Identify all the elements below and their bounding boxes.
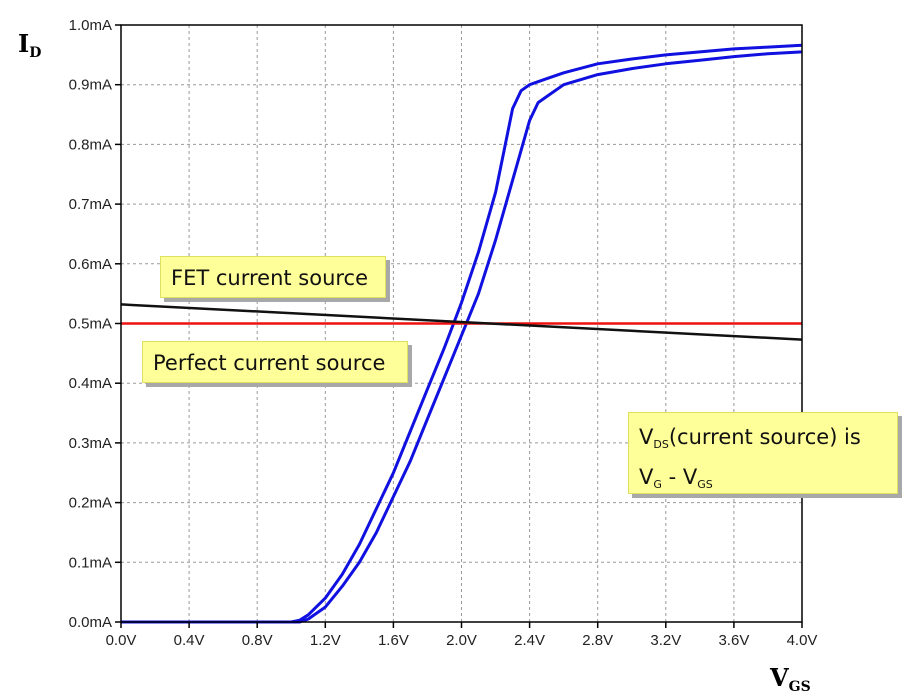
y-tick-label: 0.1mA: [69, 554, 112, 571]
vds-annotation-line-1: VDS(current source) is: [639, 425, 861, 451]
vds-annotation-line-2: VG - VGS: [639, 465, 713, 491]
y-tick-label: 0.9mA: [69, 77, 112, 94]
tick-labels: 0.0V 0.4V 0.8V 1.2V 1.6V 2.0V 2.4V 2.8V 3.2V 3.6V…: [69, 17, 818, 649]
fet-curve-1: [121, 43, 803, 624]
x-tick-label: 1.6V: [378, 632, 409, 649]
perfect-annotation-text: Perfect current source: [153, 351, 386, 375]
y-tick-label: 0.5mA: [69, 316, 112, 333]
y-tick-label: 0.8mA: [69, 136, 112, 153]
x-tick-label: 0.4V: [174, 632, 205, 649]
axes: [115, 24, 803, 628]
x-tick-label: 2.0V: [446, 632, 477, 649]
y-tick-label: 0.4mA: [69, 375, 112, 392]
y-tick-label: 0.6mA: [69, 256, 112, 273]
y-tick-label: 0.3mA: [69, 435, 112, 452]
y-tick-label: 1.0mA: [69, 17, 112, 34]
x-tick-label: 2.8V: [582, 632, 613, 649]
vds-annotation: VDS(current source) is VG - VGS: [628, 412, 898, 494]
fet-curve-2: [121, 50, 803, 624]
x-tick-label: 0.0V: [106, 632, 137, 649]
x-axis-title: VGS: [769, 663, 811, 695]
x-tick-label: 0.8V: [242, 632, 273, 649]
x-tick-label: 4.0V: [787, 632, 818, 649]
x-tick-label: 1.2V: [310, 632, 341, 649]
fet-annotation-text: FET current source: [171, 266, 369, 290]
fet-source-load-line: [120, 303, 803, 341]
x-tick-label: 3.2V: [650, 632, 681, 649]
y-tick-label: 0.0mA: [69, 614, 112, 631]
y-tick-label: 0.2mA: [69, 495, 112, 512]
y-axis-title: ID: [18, 29, 41, 61]
y-tick-label: 0.7mA: [69, 196, 112, 213]
x-tick-label: 2.4V: [514, 632, 545, 649]
series-group: [120, 43, 803, 624]
x-tick-label: 3.6V: [718, 632, 749, 649]
fet-current-source-annotation: FET current source: [160, 256, 386, 298]
perfect-current-source-annotation: Perfect current source: [142, 341, 408, 383]
